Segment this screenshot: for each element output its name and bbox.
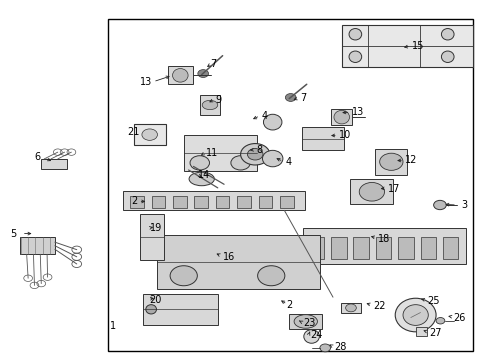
Bar [151, 196, 165, 208]
Polygon shape [302, 228, 465, 264]
Ellipse shape [348, 51, 361, 63]
Text: 12: 12 [404, 156, 416, 165]
Ellipse shape [345, 304, 356, 312]
Ellipse shape [333, 111, 349, 124]
Ellipse shape [263, 114, 282, 130]
Bar [308, 237, 324, 259]
Polygon shape [122, 192, 305, 210]
Bar [237, 196, 250, 208]
Bar [258, 196, 272, 208]
Ellipse shape [319, 344, 330, 352]
Text: 18: 18 [377, 234, 389, 244]
Ellipse shape [257, 266, 285, 286]
Bar [41, 159, 66, 168]
Ellipse shape [145, 305, 156, 314]
Ellipse shape [293, 315, 317, 328]
Text: 7: 7 [210, 59, 216, 69]
Bar [130, 196, 143, 208]
Ellipse shape [359, 183, 384, 201]
Text: 24: 24 [309, 330, 322, 341]
Ellipse shape [190, 156, 209, 170]
Text: 4: 4 [261, 111, 267, 121]
Text: 14: 14 [198, 170, 210, 180]
Ellipse shape [240, 144, 269, 165]
Polygon shape [143, 294, 217, 325]
Ellipse shape [394, 298, 435, 332]
Ellipse shape [441, 28, 453, 40]
Ellipse shape [441, 51, 453, 63]
Text: 1: 1 [109, 321, 116, 332]
Text: 15: 15 [411, 41, 424, 51]
Text: 17: 17 [387, 184, 400, 194]
Bar [330, 237, 346, 259]
Ellipse shape [285, 94, 295, 102]
Text: 28: 28 [334, 342, 346, 352]
Ellipse shape [142, 129, 157, 140]
Ellipse shape [303, 330, 319, 343]
Text: 16: 16 [222, 252, 234, 262]
Bar [353, 237, 368, 259]
Ellipse shape [198, 69, 208, 77]
Bar [200, 95, 220, 115]
Bar [340, 302, 361, 313]
Ellipse shape [172, 68, 188, 82]
Text: 21: 21 [127, 127, 140, 137]
Polygon shape [167, 66, 193, 84]
Polygon shape [330, 109, 352, 125]
Text: 9: 9 [215, 95, 221, 105]
Text: 2: 2 [131, 197, 137, 206]
Text: 4: 4 [285, 157, 291, 167]
Text: 2: 2 [285, 300, 291, 310]
Bar [215, 196, 229, 208]
Polygon shape [341, 24, 472, 67]
Text: 25: 25 [426, 296, 438, 306]
Bar [108, 19, 472, 351]
Ellipse shape [262, 150, 283, 167]
Polygon shape [415, 327, 426, 337]
Text: 13: 13 [351, 107, 363, 117]
Polygon shape [140, 214, 164, 260]
Ellipse shape [402, 305, 427, 325]
Polygon shape [157, 235, 319, 289]
Bar [375, 237, 390, 259]
Text: 23: 23 [302, 318, 315, 328]
Bar [397, 237, 413, 259]
Bar [420, 237, 435, 259]
Ellipse shape [348, 28, 361, 40]
Text: 13: 13 [140, 77, 152, 87]
Ellipse shape [379, 153, 402, 170]
Bar [280, 196, 293, 208]
Polygon shape [301, 127, 344, 150]
Ellipse shape [433, 201, 446, 210]
Bar [288, 314, 322, 329]
Text: 6: 6 [34, 152, 40, 162]
Bar [173, 196, 186, 208]
Text: 10: 10 [339, 130, 351, 140]
Text: 22: 22 [372, 301, 385, 311]
Ellipse shape [202, 100, 217, 110]
Bar [133, 124, 165, 145]
Ellipse shape [247, 149, 263, 160]
Text: 3: 3 [460, 200, 466, 210]
Text: 8: 8 [256, 145, 262, 155]
Bar [194, 196, 207, 208]
Bar [442, 237, 458, 259]
Text: 5: 5 [10, 229, 16, 239]
Polygon shape [350, 179, 392, 204]
Ellipse shape [435, 318, 444, 324]
Text: 27: 27 [428, 328, 441, 338]
Text: 7: 7 [300, 93, 306, 103]
Bar [20, 237, 55, 254]
Text: 19: 19 [149, 223, 162, 233]
Polygon shape [183, 135, 256, 171]
Text: 20: 20 [149, 295, 162, 305]
Ellipse shape [230, 156, 250, 170]
Polygon shape [374, 149, 407, 175]
Ellipse shape [189, 172, 214, 186]
Text: 11: 11 [205, 148, 218, 158]
Ellipse shape [170, 266, 197, 286]
Text: 26: 26 [453, 312, 465, 323]
